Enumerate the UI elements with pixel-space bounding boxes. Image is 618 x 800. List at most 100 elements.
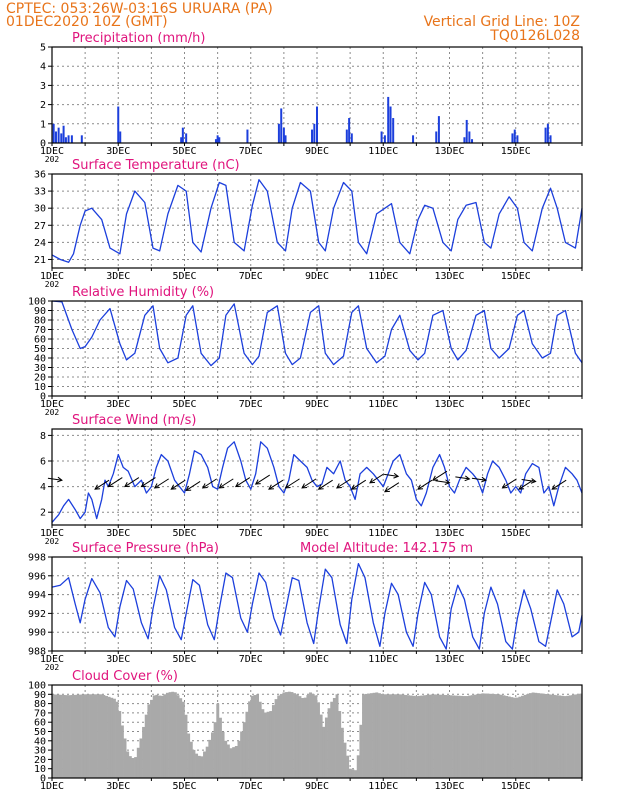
cloud-cover-bar — [465, 696, 469, 778]
cloud-cover-bar — [393, 694, 397, 778]
y-tick-label: 4 — [40, 482, 46, 493]
cloud-cover-bar — [330, 701, 334, 778]
wind-arrow-shaft — [185, 481, 201, 491]
cloud-cover-bar — [452, 695, 456, 778]
cloud-cover-bar — [240, 731, 244, 778]
cloud-cover-bar — [468, 695, 471, 778]
series-line — [51, 179, 583, 263]
y-tick-label: 30 — [34, 204, 46, 215]
x-day-label: 13DEC — [434, 781, 464, 792]
precip-bar — [350, 133, 353, 143]
panel-annotation: Model Altitude: 142.175 m — [300, 541, 473, 556]
x-year-label: 202 — [45, 663, 60, 672]
cloud-cover-bar — [428, 694, 432, 778]
precip-bar — [218, 137, 221, 143]
cloud-cover-bar — [229, 748, 233, 778]
wind-arrow-shaft — [94, 479, 110, 490]
cloud-cover-bar — [99, 694, 103, 778]
cloud-cover-bar — [65, 695, 69, 778]
wind-arrow-shaft — [369, 473, 385, 484]
precip-bar — [64, 137, 67, 143]
wind-arrow-head — [268, 484, 274, 490]
precip-bar — [67, 135, 70, 143]
cloud-cover-bar — [491, 693, 495, 778]
precip-bar — [181, 127, 184, 143]
y-tick-label: 50 — [34, 344, 46, 355]
cloud-cover-bar — [568, 695, 572, 778]
y-tick-label: 10 — [34, 764, 46, 775]
y-tick-label: 996 — [28, 571, 46, 582]
y-tick-label: 30 — [34, 746, 46, 757]
cloud-cover-bar — [192, 749, 196, 778]
precip-bar — [246, 129, 249, 143]
wind-arrow-shaft — [432, 470, 448, 481]
cloud-cover-bar — [444, 695, 448, 778]
x-day-label: 7DEC — [239, 528, 263, 539]
y-tick-label: 36 — [34, 170, 46, 181]
wind-arrow-head — [432, 475, 438, 481]
cloud-cover-bar — [536, 693, 540, 778]
cloud-cover-bar — [301, 698, 305, 778]
x-day-label: 3DEC — [106, 781, 130, 792]
cloud-cover-bar — [115, 701, 119, 778]
cloud-cover-bar — [433, 694, 437, 778]
wind-arrow-head — [444, 479, 451, 485]
precip-bar — [468, 131, 471, 143]
precip-bar — [392, 118, 395, 143]
x-day-label: 3DEC — [106, 271, 130, 282]
cloud-cover-bar — [566, 695, 570, 778]
cloud-cover-bar — [404, 694, 408, 778]
cloud-cover-bar — [399, 694, 403, 778]
y-tick-label: 80 — [34, 699, 46, 710]
y-tick-label: 24 — [34, 238, 46, 249]
cloud-cover-bar — [438, 694, 442, 778]
cloud-cover-bar — [253, 695, 257, 778]
x-day-label: 3DEC — [106, 528, 130, 539]
wind-arrow-head — [254, 479, 261, 485]
wind-arrow-shaft — [521, 478, 536, 482]
cloud-cover-bar — [171, 691, 175, 778]
cloud-cover-bar — [454, 695, 458, 778]
precip-bar — [284, 135, 287, 143]
cloud-cover-bar — [317, 702, 320, 778]
panels: 0 1 2 3 4 5 1DEC 3DEC 5DEC 7DEC 9DEC 11DEC 13DEC 15DE… — [28, 31, 583, 792]
panel-3: 2 4 6 8 1DEC 3DEC 5DEC 7DEC 9DEC 11DEC 13DEC 15DEC 2… — [40, 413, 583, 546]
cloud-cover-bar — [460, 695, 464, 778]
cloud-cover-bar — [513, 697, 517, 778]
x-day-label: 13DEC — [434, 654, 464, 665]
y-tick-label: 0 — [40, 774, 46, 785]
cloud-cover-bar — [332, 698, 336, 778]
panel-title: Relative Humidity (%) — [72, 285, 214, 300]
series-line — [51, 441, 583, 523]
precip-bar — [389, 106, 392, 143]
cloud-cover-bar — [173, 692, 177, 778]
wind-arrow-head — [335, 483, 342, 489]
cloud-cover-bar — [372, 692, 376, 778]
wind-arrow-head — [551, 484, 558, 490]
cloud-cover-bar — [287, 691, 291, 778]
cloud-cover-bar — [574, 694, 577, 778]
wind-arrow-shaft — [435, 480, 450, 484]
y-tick-label: 80 — [34, 316, 46, 327]
precip-bar — [465, 119, 468, 143]
precip-bar — [437, 116, 440, 143]
x-day-label: 11DEC — [368, 528, 398, 539]
y-tick-label: 27 — [34, 221, 46, 232]
precip-bar — [516, 135, 519, 143]
cloud-cover-bar — [436, 694, 440, 778]
x-day-label: 9DEC — [305, 781, 329, 792]
panel-title: Surface Pressure (hPa) — [72, 541, 219, 556]
cloud-cover-bar — [441, 694, 445, 778]
precip-bar — [412, 135, 415, 143]
cloud-cover-bar — [75, 694, 79, 778]
precip-bar — [544, 127, 547, 143]
cloud-cover-bar — [147, 704, 151, 778]
x-day-label: 5DEC — [172, 528, 196, 539]
cloud-cover-bar — [94, 694, 98, 778]
cloud-cover-bar — [385, 694, 389, 778]
precip-bar — [277, 123, 280, 143]
cloud-cover-bar — [70, 695, 74, 778]
wind-arrow-shaft — [268, 479, 284, 490]
